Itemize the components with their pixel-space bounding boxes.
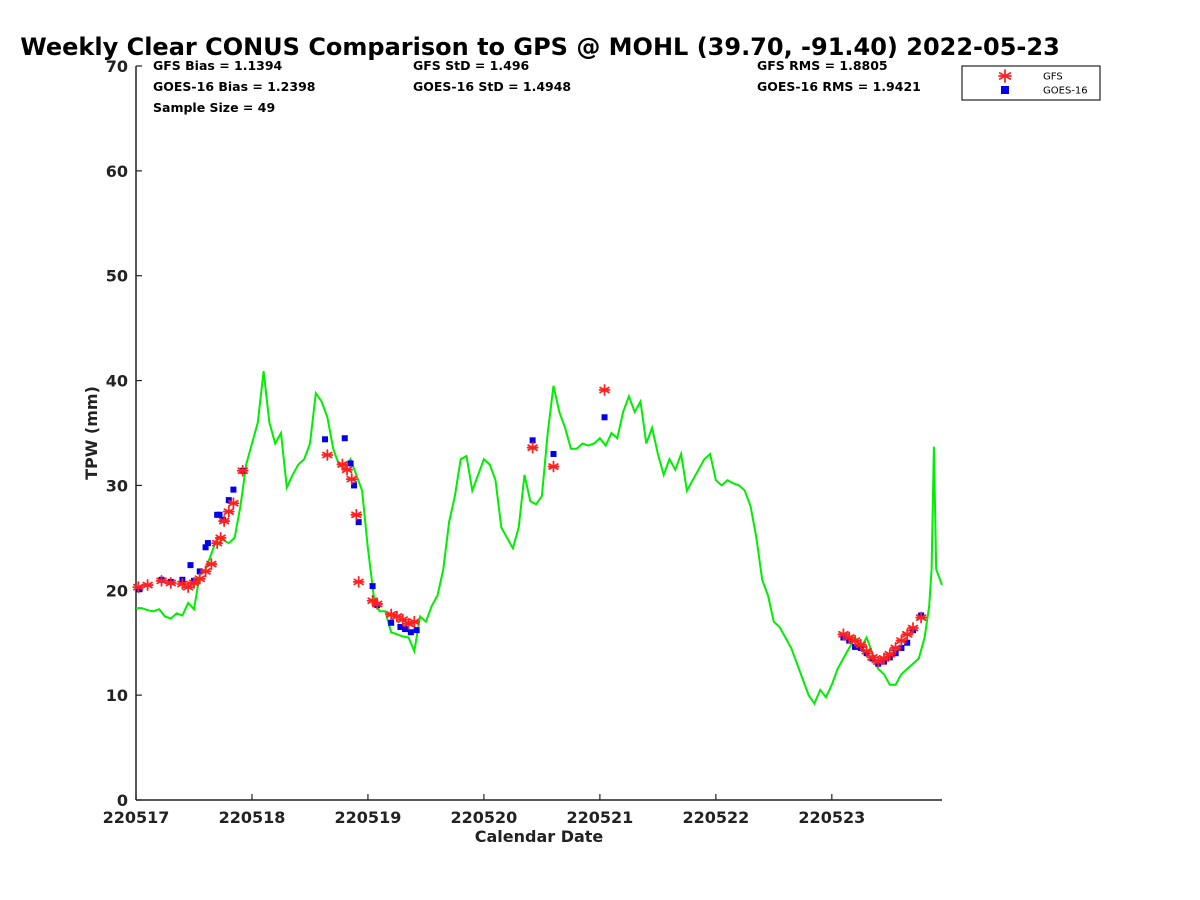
stat-text: GOES-16 Bias = 1.2398: [153, 79, 315, 94]
gfs-point: [878, 652, 890, 665]
gfs-point: [155, 574, 168, 587]
goes16-point: [550, 450, 557, 457]
gfs-point: [236, 464, 249, 477]
y-tick-label: 0: [117, 791, 128, 810]
gfs-point: [193, 572, 206, 585]
gfs-point: [132, 581, 145, 594]
gfs-point: [164, 577, 177, 589]
y-tick-label: 50: [106, 267, 128, 286]
gfs-point: [889, 642, 902, 654]
legend: GFS GOES-16: [961, 65, 1101, 101]
goes16-point: [204, 540, 211, 547]
goes16-point: [202, 544, 209, 551]
x-tick-label: 220519: [335, 808, 402, 827]
x-tick-label: 220522: [682, 808, 749, 827]
gfs-point: [222, 505, 235, 518]
y-tick-label: 70: [106, 57, 128, 76]
goes16-point: [341, 435, 348, 442]
x-tick-label: 220520: [451, 808, 518, 827]
gfs-point: [883, 648, 896, 661]
gfs-point: [915, 611, 928, 624]
gfs-point: [352, 575, 365, 588]
y-tick-label: 60: [106, 162, 128, 181]
stat-text: GOES-16 RMS = 1.9421: [757, 79, 921, 94]
goes16-point: [388, 619, 395, 626]
x-axis-ticks: 220517 220518 220519 220520 220521 220522 2205…: [103, 794, 865, 827]
goes16-point: [136, 586, 143, 593]
goes16-point: [852, 643, 859, 650]
goes16-point: [322, 436, 329, 443]
gfs-point: [371, 598, 384, 610]
gfs-point: [205, 558, 218, 570]
gfs-point: [598, 384, 611, 396]
legend-marker-goes16: [1001, 86, 1009, 94]
gfs-point: [860, 645, 873, 658]
gfs-point: [895, 634, 908, 647]
legend-label: GFS: [1043, 72, 1063, 83]
x-axis-label: Calendar Date: [475, 827, 604, 846]
x-tick-label: 220517: [103, 808, 170, 827]
goes16-point: [529, 437, 536, 444]
stat-text: Sample Size = 49: [153, 100, 275, 115]
y-axis-label: TPW (mm): [82, 386, 101, 480]
stat-text: GFS RMS = 1.8805: [757, 58, 888, 73]
statistics-block: GFS Bias = 1.1394 GFS StD = 1.496 GFS RMS …: [153, 58, 921, 115]
gfs-point: [526, 441, 539, 454]
gfs-points: [132, 384, 928, 668]
goes16-point: [397, 623, 404, 630]
y-axis-ticks: 0 10 20 30 40 50 60 70: [106, 57, 142, 810]
gfs-point: [227, 497, 240, 510]
gfs-point: [214, 531, 227, 544]
legend-box: [961, 65, 1101, 101]
gfs-point: [408, 615, 421, 628]
y-tick-label: 40: [106, 372, 128, 391]
goes16-point: [413, 627, 420, 634]
stat-text: GOES-16 StD = 1.4948: [413, 79, 571, 94]
gfs-point: [321, 449, 334, 461]
legend-label: GOES-16: [1043, 86, 1088, 97]
gfs-point: [849, 634, 861, 647]
plot-area: 0 10 20 30 40 50 60 70 220517 220518 220519 220520…: [103, 57, 943, 827]
goes16-point: [407, 629, 414, 636]
chart-title: Weekly Clear CONUS Comparison to GPS @ M…: [20, 33, 1060, 61]
stat-text: GFS StD = 1.496: [413, 58, 530, 73]
goes16-point: [347, 460, 354, 467]
gfs-point: [218, 515, 231, 527]
gfs-point: [901, 628, 914, 641]
gfs-point: [336, 458, 349, 471]
gfs-point: [854, 638, 867, 651]
goes16-points: [136, 414, 925, 667]
goes16-point: [402, 626, 409, 633]
y-tick-label: 20: [106, 581, 128, 600]
goes16-point: [601, 414, 608, 421]
goes16-point: [369, 583, 376, 590]
y-tick-label: 10: [106, 686, 128, 705]
gfs-point: [547, 460, 560, 473]
gfs-point: [341, 463, 353, 476]
gfs-point: [350, 508, 363, 521]
legend-marker-gfs: [998, 69, 1012, 83]
series-line-gps: [136, 370, 943, 706]
goes16-point: [230, 486, 237, 493]
gfs-point: [345, 473, 358, 486]
x-tick-label: 220518: [219, 808, 286, 827]
gfs-point: [199, 565, 212, 578]
x-tick-label: 220523: [798, 808, 865, 827]
gfs-point: [141, 579, 154, 591]
y-tick-label: 30: [106, 476, 128, 495]
gfs-point: [188, 577, 200, 589]
stat-text: GFS Bias = 1.1394: [153, 58, 283, 73]
gfs-point: [866, 651, 879, 664]
goes16-point: [351, 482, 358, 489]
goes16-point: [904, 639, 911, 646]
goes16-point: [187, 562, 194, 569]
goes16-point: [355, 519, 362, 526]
gfs-point: [907, 622, 919, 634]
x-tick-label: 220521: [566, 808, 633, 827]
goes16-point: [216, 511, 223, 518]
